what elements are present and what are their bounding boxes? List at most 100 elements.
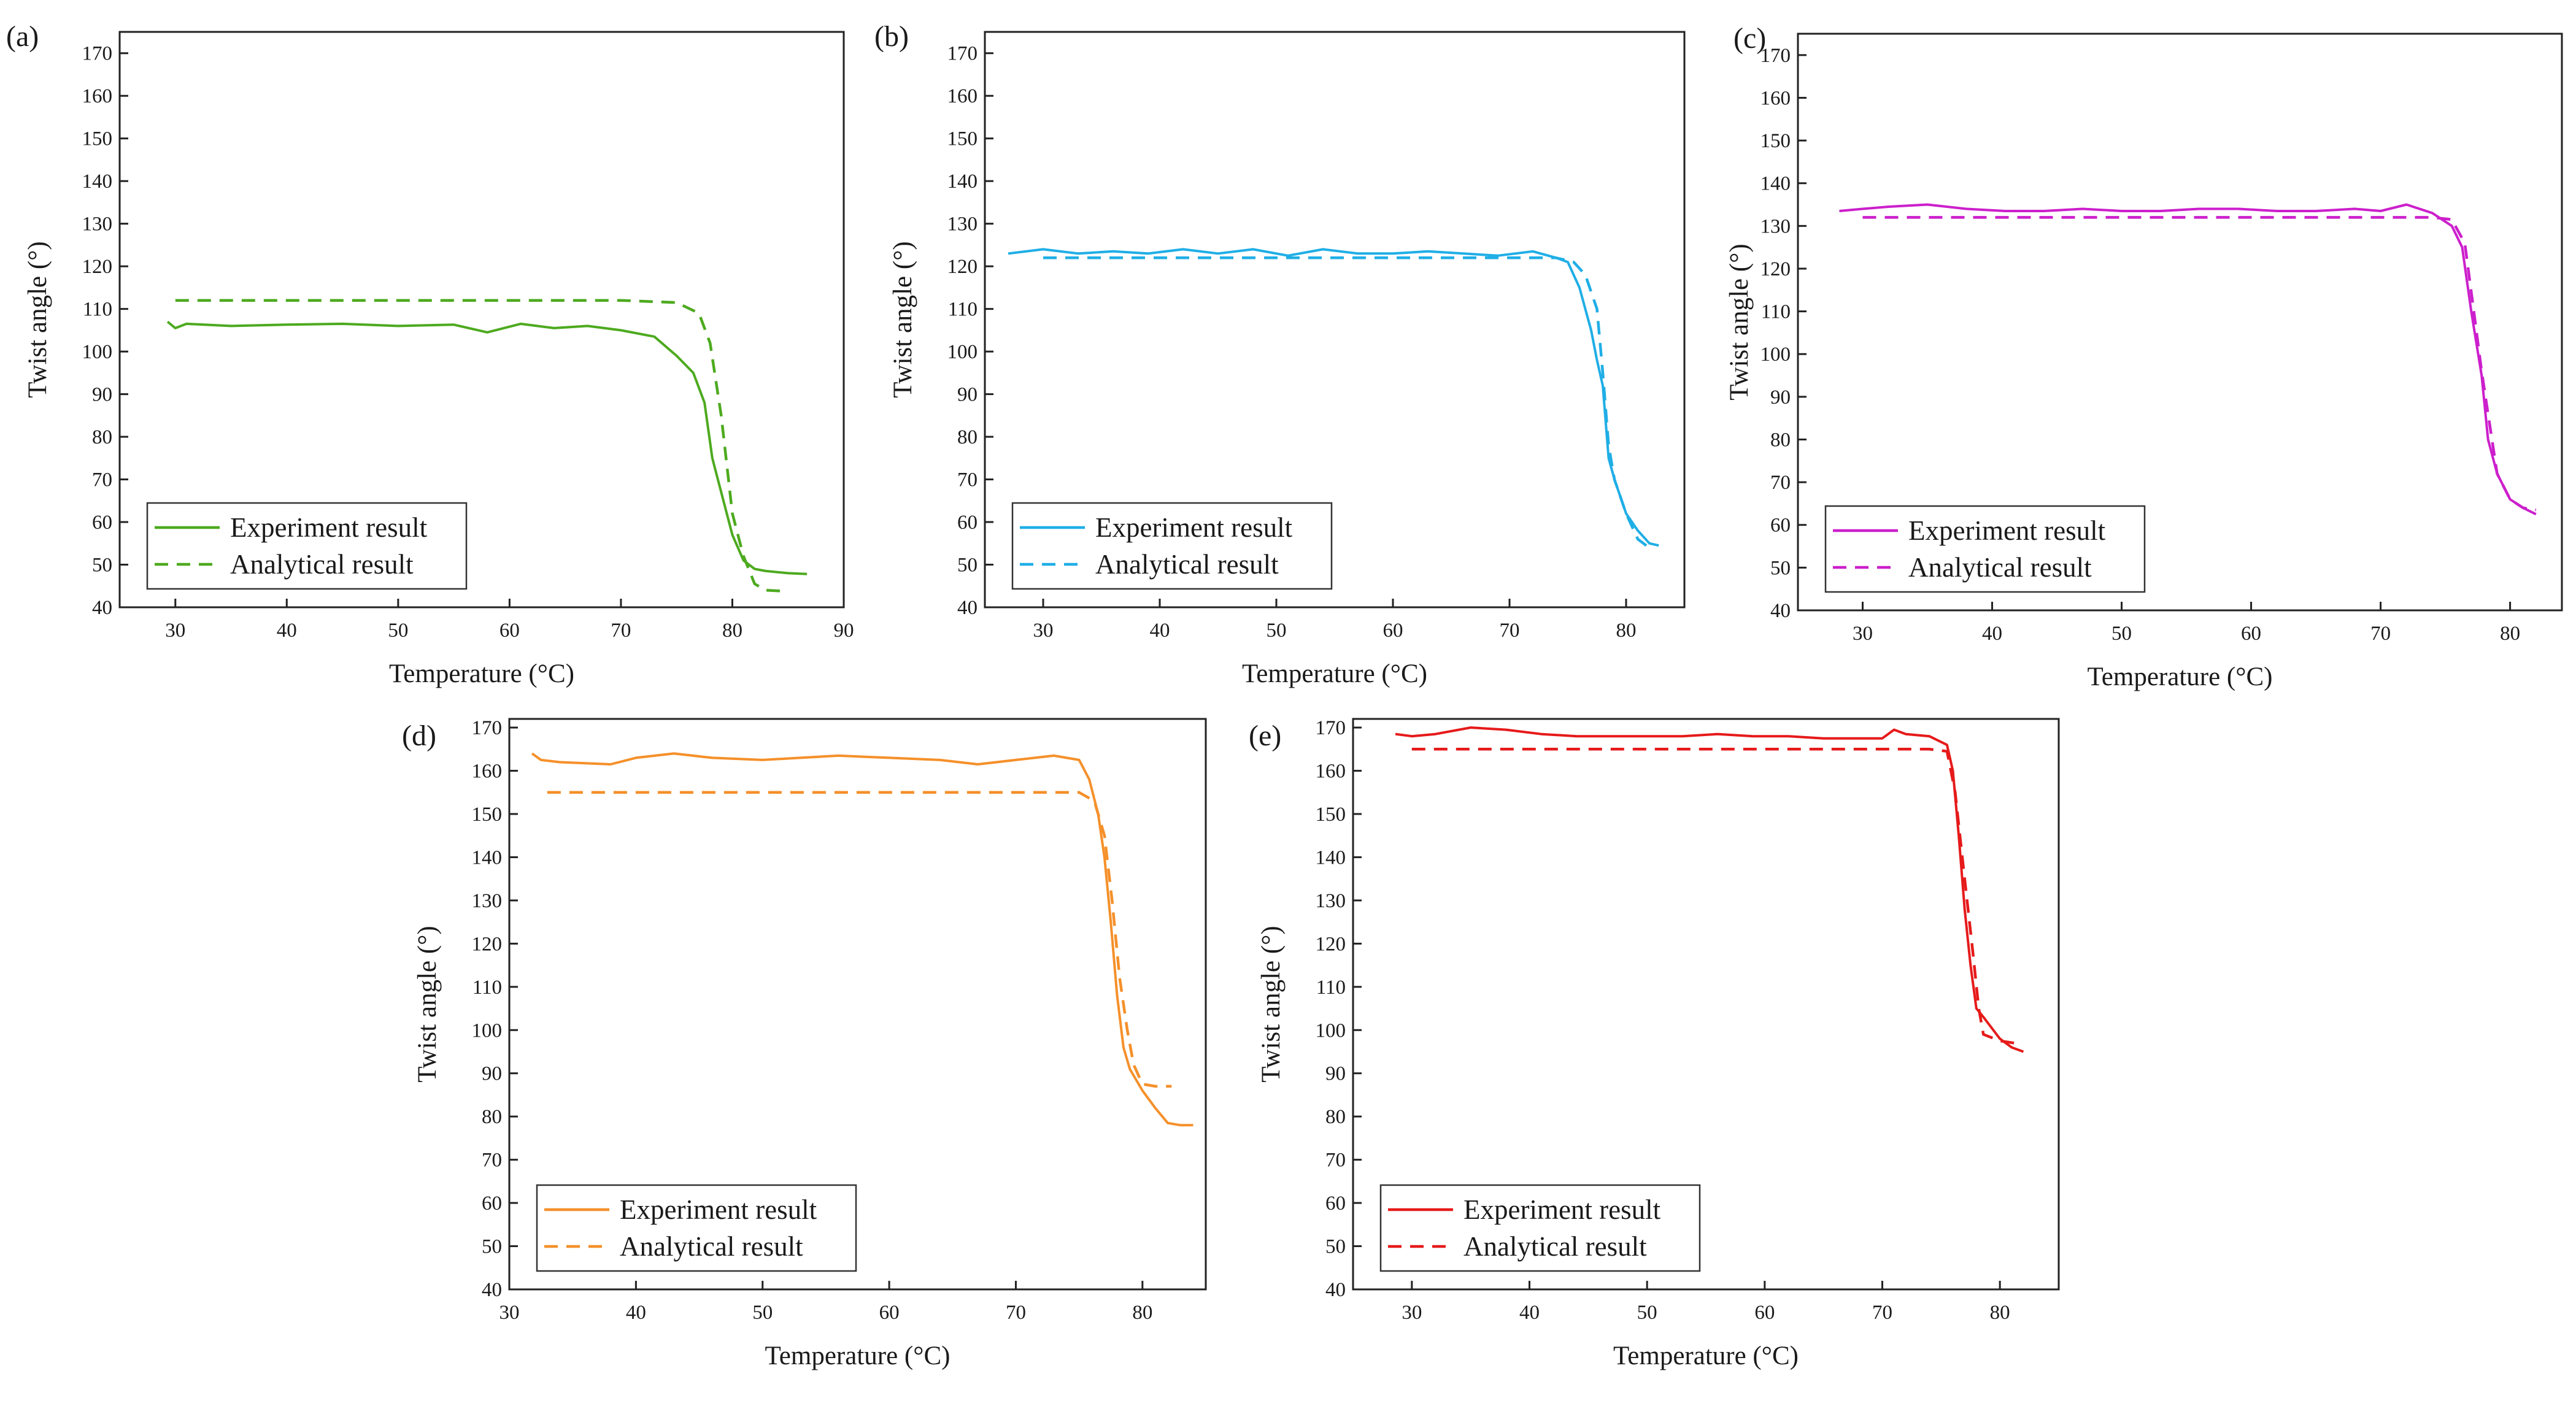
y-tick-label: 160 [82,85,113,107]
y-tick-label: 120 [82,256,113,278]
y-tick-label: 60 [482,1192,502,1215]
chart-svg-d: (d)30 40 50 60 70 804050607080901001101201301… [402,717,1207,1370]
chart-svg-e: (e) 30 40 50 60 70 80 40 50 60 70 80 90 100 110 120 130 1… [1249,717,2060,1370]
legend-label-analytical: Analytical result [1908,552,2092,583]
y-tick-label: 110 [83,299,112,321]
chart-panel-a: (a) 30 40 50 60 70 80 90 40 50 60 70 80 90 100 110 120 13… [0,0,859,705]
x-tick-label: 80 [1990,1302,2010,1324]
y-axis-title: Twist angle (°) [1725,244,1754,400]
x-tick-label: 30 [499,1302,520,1324]
y-tick-label: 150 [947,128,978,150]
y-tick-label: 150 [1316,804,1346,826]
y-tick-label: 50 [1770,557,1791,579]
x-tick-label: 30 [165,620,185,642]
y-tick-label: 50 [957,555,978,577]
y-tick-label: 80 [1770,429,1791,451]
y-tick-label: 120 [1316,933,1346,955]
x-tick-label: 70 [1872,1302,1892,1324]
x-tick-label: 70 [1500,620,1520,642]
x-tick-label: 70 [611,620,631,642]
x-axis-title: Temperature (°C) [1613,1342,1799,1370]
chart-svg-a: (a) 30 40 50 60 70 80 90 40 50 60 70 80 90 100 110 120 13… [6,20,854,688]
experiment-result-line [1008,248,1659,547]
panel-label-d: (d) [402,720,436,752]
chart-panel-d: (d) 30 40 50 60 70 80 40 50 60 70 80 90 100 110 120 130 1… [387,705,1246,1406]
y-tick-label: 170 [1316,717,1346,739]
plot-frame [508,718,1207,1291]
y-tick-label: 100 [82,341,113,363]
experiment-result-line [166,320,808,575]
y-tick-label: 60 [1325,1192,1346,1215]
analytical-result-line [1411,748,2015,1045]
plot-frame [1797,33,2563,612]
panel-label-c: (c) [1733,22,1766,55]
x-tick-label: 50 [752,1302,773,1324]
y-tick-label: 50 [92,555,112,577]
y-tick-label: 80 [92,426,112,448]
y-axis-title: Twist angle (°) [23,241,52,397]
x-axis-title: Temperature (°C) [389,659,574,688]
chart-panel-b: (b) 30 40 50 60 70 80 40 50 60 70 80 90 100 110 120 130 1… [859,0,1718,705]
legend-box [536,1184,857,1272]
y-tick-label: 170 [1760,45,1791,67]
x-tick-label: 40 [1982,623,2002,645]
legend-label-analytical: Analytical result [230,549,414,580]
y-tick-label: 80 [482,1106,502,1128]
x-tick-label: 60 [2241,623,2261,645]
y-tick-label: 140 [1316,847,1346,869]
legend-label-experiment: Experiment result [1095,512,1293,543]
x-tick-label: 90 [834,620,854,642]
x-tick-label: 50 [2111,623,2132,645]
legend-box [1379,1184,1701,1272]
y-tick-label: 100 [1760,344,1791,366]
y-tick-label: 110 [948,299,978,321]
legend-box [1824,505,2146,593]
x-tick-label: 40 [1519,1302,1540,1324]
analytical-result-line [1043,256,1653,551]
legend-label-experiment: Experiment result [230,512,428,543]
y-tick-label: 40 [1770,600,1791,622]
y-tick-label: 150 [82,128,113,150]
y-tick-label: 90 [482,1063,502,1085]
x-axis-title: Temperature (°C) [1242,659,1427,688]
y-tick-label: 170 [82,43,113,65]
analytical-result-line [547,791,1172,1088]
y-tick-label: 40 [92,597,112,619]
y-tick-label: 140 [82,171,113,193]
y-tick-label: 130 [1760,215,1791,237]
y-tick-label: 150 [1760,130,1791,152]
analytical-result-line [1862,216,2537,512]
x-tick-label: 60 [1754,1302,1775,1324]
panel-label-e: (e) [1249,720,1281,752]
x-tick-label: 60 [499,620,520,642]
analytical-result-line [175,299,783,593]
y-tick-label: 110 [1316,977,1346,999]
y-tick-label: 40 [957,597,978,619]
x-tick-label: 60 [879,1302,900,1324]
legend-label-analytical: Analytical result [620,1231,803,1262]
y-tick-label: 80 [957,426,978,448]
experiment-result-line [1839,203,2537,516]
x-tick-label: 80 [2500,623,2520,645]
y-tick-label: 170 [472,717,503,739]
legend-label-analytical: Analytical result [1095,549,1279,580]
y-tick-label: 130 [947,213,978,236]
y-tick-label: 140 [1760,173,1791,195]
y-tick-label: 160 [472,761,503,783]
x-tick-label: 40 [1150,620,1170,642]
y-tick-label: 140 [947,171,978,193]
y-tick-label: 60 [957,512,978,534]
y-tick-label: 70 [92,469,112,491]
chart-panel-c: (c) 30 40 50 60 70 80 40 50 60 70 80 90 100 110 120 130 1… [1718,0,2576,705]
y-tick-label: 70 [1325,1150,1346,1172]
y-tick-label: 130 [1316,890,1346,912]
plot-frame [1352,718,2060,1291]
legend-label-experiment: Experiment result [1908,515,2106,546]
y-tick-label: 170 [947,43,978,65]
y-tick-label: 70 [482,1150,502,1172]
y-tick-label: 140 [472,847,503,869]
y-tick-label: 90 [1770,386,1791,409]
x-tick-label: 50 [388,620,408,642]
x-tick-label: 40 [277,620,297,642]
y-tick-label: 90 [92,384,112,406]
